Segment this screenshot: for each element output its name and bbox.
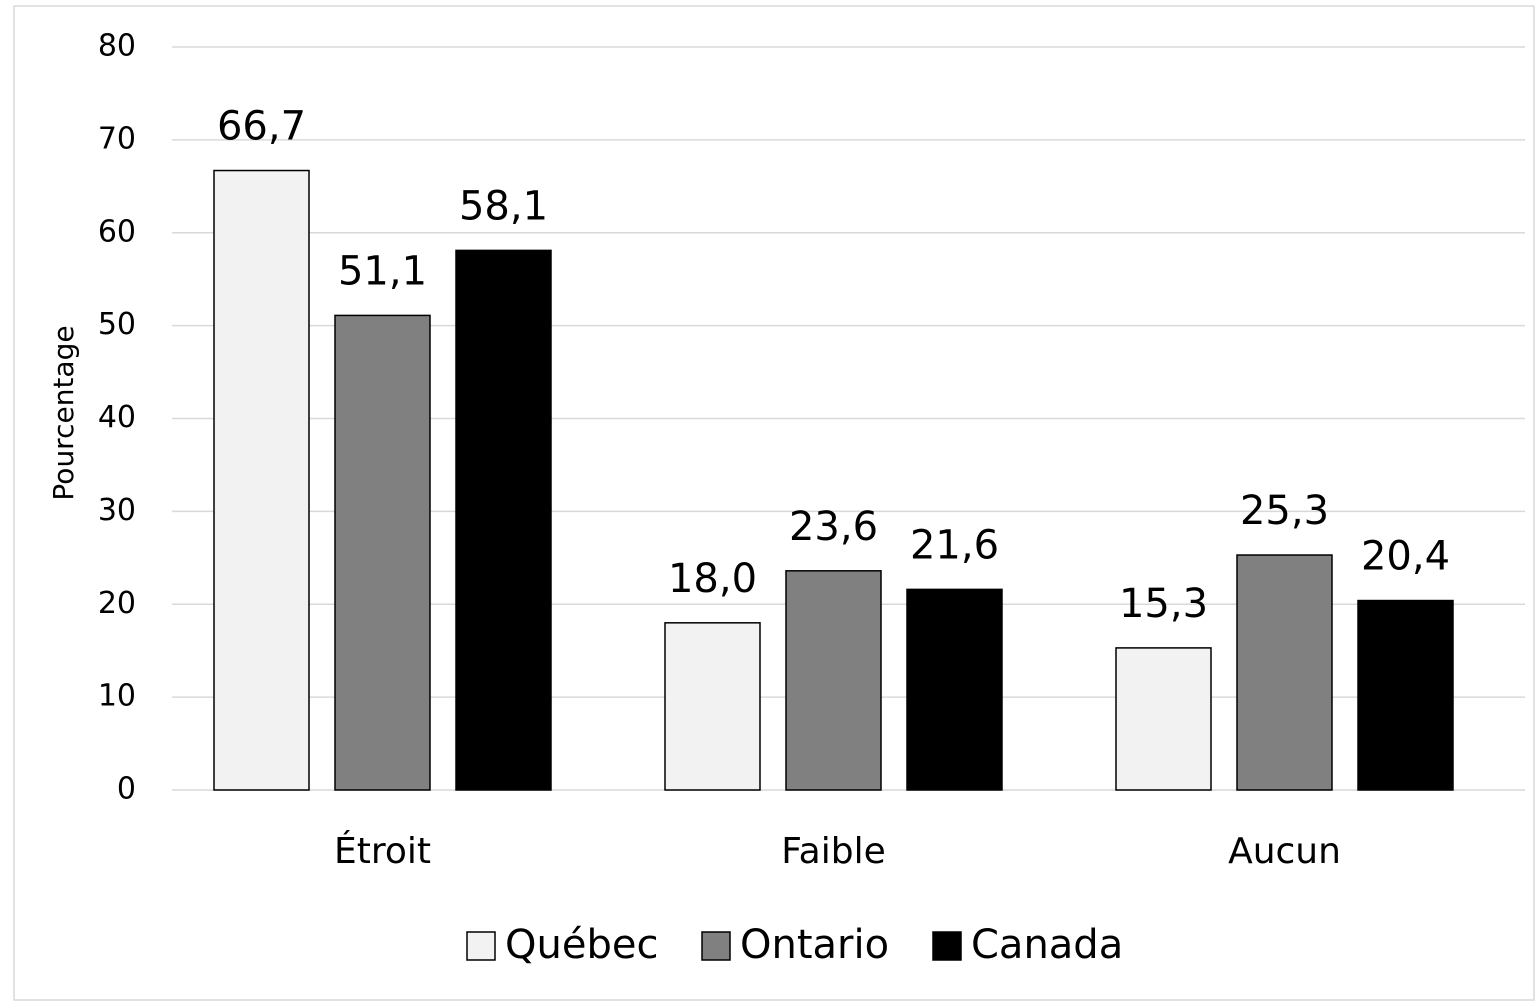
y-tick-label: 10 (98, 679, 136, 714)
x-tick-label: Étroit (334, 830, 431, 872)
bar (455, 249, 552, 791)
bar (334, 314, 431, 791)
bar (785, 570, 882, 791)
data-label: 15,3 (1119, 581, 1208, 627)
data-label: 23,6 (789, 504, 878, 550)
y-tick-label: 70 (98, 121, 136, 156)
bar (1115, 647, 1212, 791)
legend-label: Ontario (740, 922, 889, 968)
y-tick-label: 0 (117, 772, 136, 807)
y-axis-title: Pourcentage (47, 325, 80, 500)
legend-swatch (932, 931, 962, 961)
bar (906, 588, 1003, 791)
data-label: 66,7 (217, 104, 306, 150)
data-label: 21,6 (910, 522, 999, 568)
legend-label: Québec (505, 922, 658, 968)
data-label: 18,0 (668, 556, 757, 602)
x-tick-label: Faible (781, 831, 885, 872)
legend-swatch (701, 931, 731, 961)
bar (1357, 599, 1454, 791)
x-tick-label: Aucun (1228, 831, 1341, 872)
y-tick-label: 40 (98, 400, 136, 435)
y-tick-label: 80 (98, 29, 136, 64)
bar (1236, 554, 1333, 791)
data-label: 51,1 (338, 248, 427, 294)
data-label: 25,3 (1240, 488, 1329, 534)
bar (664, 622, 761, 791)
y-tick-label: 30 (98, 493, 136, 528)
y-tick-label: 50 (98, 307, 136, 342)
legend-label: Canada (971, 922, 1123, 968)
data-label: 20,4 (1361, 534, 1450, 580)
data-label: 58,1 (459, 183, 548, 229)
y-tick-label: 20 (98, 586, 136, 621)
legend-swatch (466, 931, 496, 961)
bar (213, 169, 310, 791)
y-tick-label: 60 (98, 214, 136, 249)
